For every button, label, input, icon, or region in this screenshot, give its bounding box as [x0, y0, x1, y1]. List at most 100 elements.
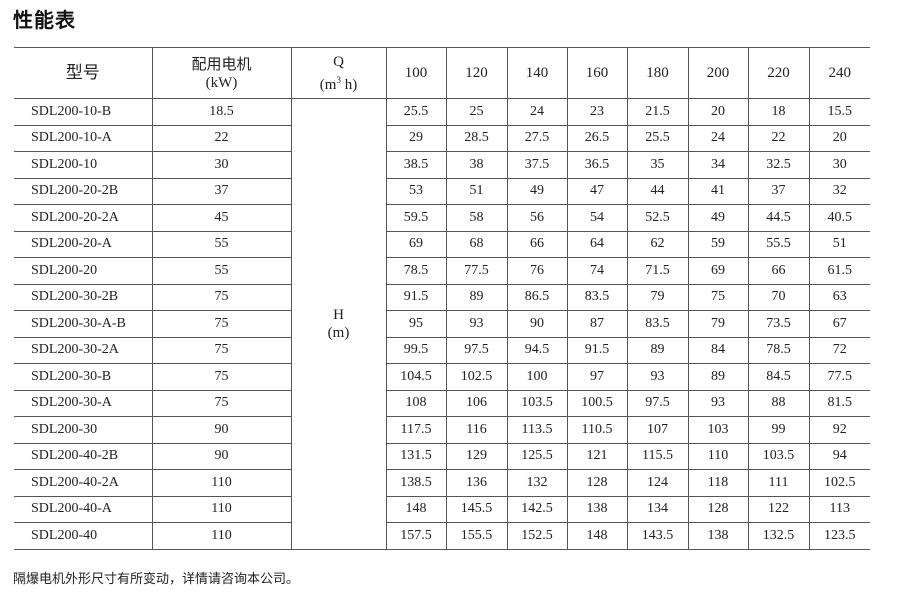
head-cell: 142.5 [506, 495, 568, 523]
head-cell: 20 [687, 98, 749, 126]
page-title: 性能表 [13, 8, 76, 32]
motor-cell: 75 [151, 363, 292, 391]
head-cell: 106 [445, 389, 508, 417]
header-flow: 240 [808, 47, 870, 99]
model-cell: SDL200-10-B [14, 98, 153, 126]
head-cell: 67 [808, 310, 870, 338]
model-cell: SDL200-30-2A [14, 336, 153, 364]
head-cell: 87 [566, 310, 628, 338]
head-cell: 74 [566, 257, 628, 285]
header-flow: 100 [385, 47, 447, 99]
head-cell: 148 [566, 522, 628, 550]
motor-cell: 110 [151, 522, 292, 550]
table-row: SDL200-30-2A 75 99.5 97.5 94.5 91.5 89 84 78.5 72 [14, 336, 870, 364]
head-cell: 69 [687, 257, 749, 285]
head-cell: 103.5 [747, 442, 810, 470]
head-cell: 138 [687, 522, 749, 550]
head-cell: 100.5 [566, 389, 628, 417]
head-cell: 111 [747, 469, 810, 497]
head-cell: 47 [566, 177, 628, 205]
head-cell: 102.5 [808, 469, 870, 497]
head-cell: 51 [445, 177, 508, 205]
head-cell: 35 [626, 151, 689, 179]
motor-cell: 30 [151, 151, 292, 179]
table-row: SDL200-10-B 18.5 H (m) 25.5 25 24 23 21.5 20 18 15.… [14, 98, 870, 550]
head-cell: 78.5 [747, 336, 810, 364]
head-cell: 70 [747, 283, 810, 311]
head-cell: 123.5 [808, 522, 870, 550]
head-cell: 83.5 [626, 310, 689, 338]
head-cell: 84.5 [747, 363, 810, 391]
head-cell: 95 [385, 310, 447, 338]
head-cell: 110.5 [566, 416, 628, 444]
head-cell: 83.5 [566, 283, 628, 311]
head-cell: 94 [808, 442, 870, 470]
head-cell: 110 [687, 442, 749, 470]
head-cell: 64 [566, 230, 628, 258]
performance-table: 型号 配用电机 (kW) Q (m3 h) 100 120 140 160 180 200 22… [14, 47, 870, 550]
table-row: SDL200-10 30 38.5 38 37.5 36.5 35 34 32.5 30 [14, 151, 870, 179]
head-cell: 89 [445, 283, 508, 311]
head-cell: 104.5 [385, 363, 447, 391]
head-cell: 51 [808, 230, 870, 258]
header-motor: 配用电机 (kW) [151, 47, 292, 99]
h-label-cell: H (m) [290, 98, 387, 550]
motor-cell: 45 [151, 204, 292, 232]
h-unit: (m) [327, 324, 350, 341]
head-cell: 93 [687, 389, 749, 417]
model-cell: SDL200-20-2B [14, 177, 153, 205]
head-cell: 58 [445, 204, 508, 232]
head-cell: 49 [687, 204, 749, 232]
table-row: SDL200-40-2B 90 131.5 129 125.5 121 115.5 110 10… [14, 442, 870, 470]
motor-cell: 110 [151, 495, 292, 523]
table-row: SDL200-20-2B 37 53 51 49 47 44 41 37 32 [14, 177, 870, 205]
head-cell: 113 [808, 495, 870, 523]
head-cell: 40.5 [808, 204, 870, 232]
head-cell: 91.5 [385, 283, 447, 311]
head-cell: 152.5 [506, 522, 568, 550]
model-cell: SDL200-40 [14, 522, 153, 550]
head-cell: 49 [506, 177, 568, 205]
head-cell: 44.5 [747, 204, 810, 232]
table-row: SDL200-40 110 157.5 155.5 152.5 148 143.5 138 13… [14, 522, 870, 550]
head-cell: 145.5 [445, 495, 508, 523]
motor-cell: 75 [151, 336, 292, 364]
model-cell: SDL200-10 [14, 151, 153, 179]
table-row: SDL200-30-A-B 75 95 93 90 87 83.5 79 73.5 67 [14, 310, 870, 338]
head-cell: 21.5 [626, 98, 689, 126]
head-cell: 68 [445, 230, 508, 258]
head-cell: 129 [445, 442, 508, 470]
model-cell: SDL200-30-A [14, 389, 153, 417]
head-cell: 108 [385, 389, 447, 417]
model-cell: SDL200-20-2A [14, 204, 153, 232]
head-cell: 148 [385, 495, 447, 523]
motor-cell: 18.5 [151, 98, 292, 126]
head-cell: 90 [506, 310, 568, 338]
head-cell: 78.5 [385, 257, 447, 285]
head-cell: 97.5 [445, 336, 508, 364]
model-cell: SDL200-20 [14, 257, 153, 285]
head-cell: 88 [747, 389, 810, 417]
header-flow: 140 [506, 47, 568, 99]
head-cell: 81.5 [808, 389, 870, 417]
h-label: H [333, 306, 344, 323]
head-cell: 38.5 [385, 151, 447, 179]
motor-label: 配用电机 [191, 54, 252, 73]
head-cell: 54 [566, 204, 628, 232]
header-flow: 220 [747, 47, 810, 99]
head-cell: 117.5 [385, 416, 447, 444]
table-row: SDL200-20 55 78.5 77.5 76 74 71.5 69 66 61.5 [14, 257, 870, 285]
head-cell: 93 [445, 310, 508, 338]
head-cell: 23 [566, 98, 628, 126]
head-cell: 143.5 [626, 522, 689, 550]
motor-cell: 75 [151, 389, 292, 417]
table-row: SDL200-10-A 22 29 28.5 27.5 26.5 25.5 24 22 20 [14, 124, 870, 152]
header-flow: 160 [566, 47, 628, 99]
head-cell: 66 [506, 230, 568, 258]
head-cell: 44 [626, 177, 689, 205]
head-cell: 37.5 [506, 151, 568, 179]
model-cell: SDL200-30-A-B [14, 310, 153, 338]
head-cell: 97.5 [626, 389, 689, 417]
q-unit: (m [319, 76, 337, 93]
q-label: Q [333, 53, 344, 70]
